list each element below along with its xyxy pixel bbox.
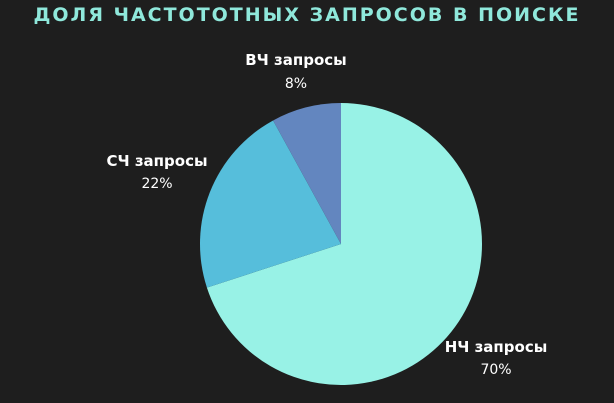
- slice-label-vch: ВЧ запросы: [245, 51, 346, 69]
- slice-value-sch: 22%: [141, 176, 172, 192]
- slice-label-nch: НЧ запросы: [445, 338, 548, 356]
- pie-slice-vch: [273, 103, 341, 244]
- slice-value-nch: 70%: [480, 362, 511, 378]
- slice-value-vch: 8%: [285, 76, 307, 92]
- pie-slice-nch: [206, 103, 482, 386]
- pie-slice-sch: [199, 120, 341, 288]
- slice-label-sch: СЧ запросы: [106, 152, 207, 170]
- chart-title: ДОЛЯ ЧАСТОТОТНЫХ ЗАПРОСОВ В ПОИСКЕ: [33, 4, 581, 26]
